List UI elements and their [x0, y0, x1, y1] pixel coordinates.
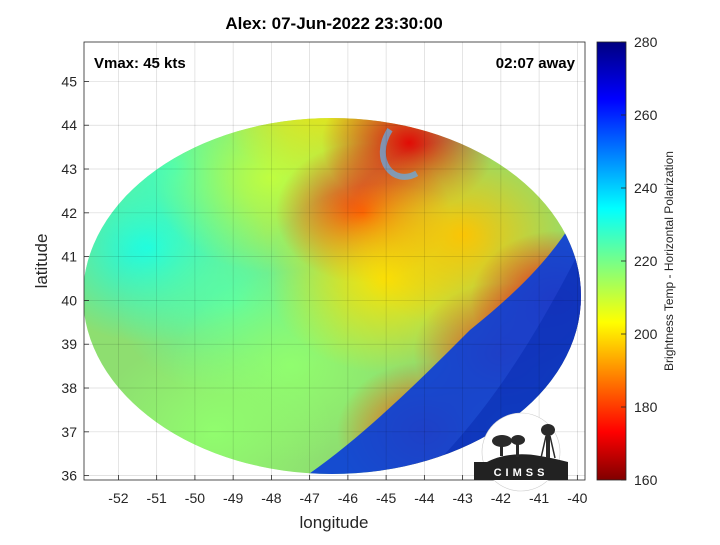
x-tick-label: -44: [414, 490, 434, 506]
x-tick-label: -45: [376, 490, 396, 506]
y-tick-label: 40: [61, 292, 77, 308]
x-tick-label: -40: [567, 490, 587, 506]
chart-title: Alex: 07-Jun-2022 23:30:00: [225, 14, 442, 33]
colorbar-tick-label: 200: [634, 326, 658, 342]
colorbar-tick-label: 260: [634, 107, 658, 123]
colorbar-tick-label: 160: [634, 472, 658, 488]
y-tick-label: 43: [61, 161, 77, 177]
x-tick-label: -49: [223, 490, 243, 506]
colorbar-tick-label: 240: [634, 180, 658, 196]
colorbar-tick-label: 220: [634, 253, 658, 269]
y-tick-label: 41: [61, 249, 77, 265]
eyewall-arc: [379, 128, 419, 180]
swath-layer: [84, 118, 581, 474]
x-tick-label: -43: [453, 490, 473, 506]
x-ticks: -52 -51 -50 -49 -48 -47 -46 -45 -44 -43 -42 -41 -40: [108, 475, 588, 506]
swath: [84, 118, 581, 474]
tb-region: [95, 336, 333, 474]
x-tick-label: -42: [491, 490, 511, 506]
grid: [84, 42, 585, 480]
x-tick-label: -51: [147, 490, 167, 506]
axes-frame: [83, 41, 586, 481]
x-tick-label: -47: [300, 490, 320, 506]
x-axis-label: longitude: [299, 513, 368, 532]
y-tick-label: 45: [61, 73, 77, 89]
x-tick-label: -48: [261, 490, 281, 506]
y-tick-label: 37: [61, 424, 77, 440]
cimss-logo: CIMSS: [474, 412, 568, 492]
x-tick-label: -50: [185, 490, 205, 506]
colorbar-ticks: 160 180 200 220 240 260 280: [621, 34, 658, 488]
x-tick-label: -46: [338, 490, 358, 506]
colorbar-tick-label: 180: [634, 399, 658, 415]
y-tick-label: 39: [61, 336, 77, 352]
y-tick-label: 44: [61, 117, 77, 133]
x-tick-label: -52: [108, 490, 128, 506]
y-tick-label: 36: [61, 468, 77, 484]
logo-text: CIMSS: [494, 467, 549, 479]
x-tick-label: -41: [529, 490, 549, 506]
y-ticks: 36 37 38 39 40 41 42 43 44 45: [61, 73, 89, 484]
y-axis-label: latitude: [32, 234, 51, 289]
y-tick-label: 42: [61, 205, 77, 221]
distance-annotation: 02:07 away: [496, 55, 576, 72]
y-tick-label: 38: [61, 380, 77, 396]
colorbar-label: Brightness Temp - Horizontal Polarizatio…: [662, 151, 676, 371]
colorbar-tick-label: 280: [634, 34, 658, 50]
vmax-annotation: Vmax: 45 kts: [94, 55, 186, 72]
